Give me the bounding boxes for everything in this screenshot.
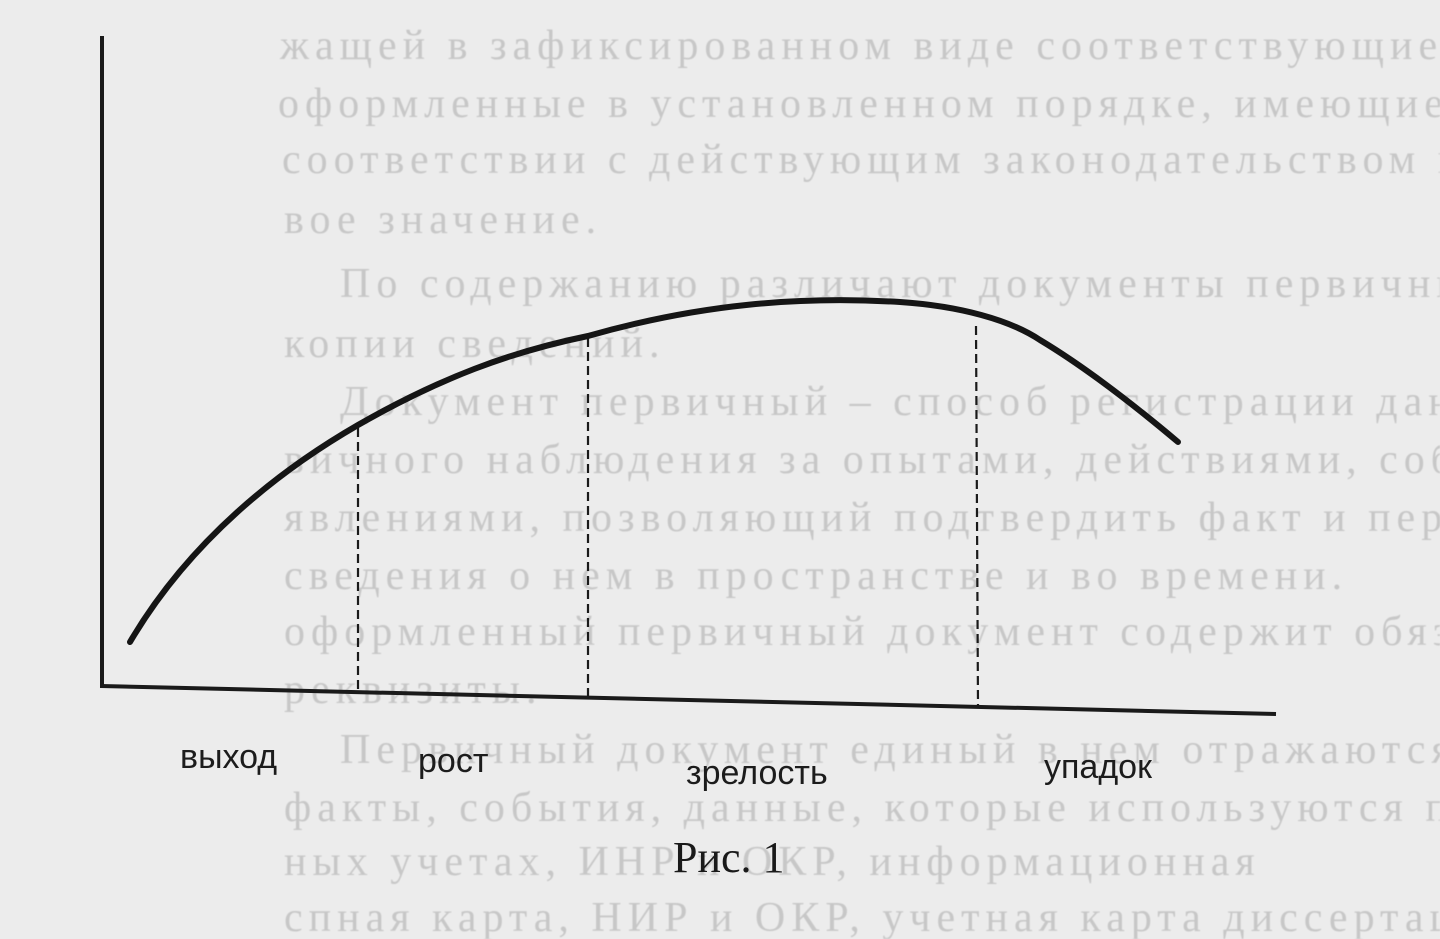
life-cycle-curve	[127, 297, 1181, 645]
stage-label-maturity: зрелость	[686, 754, 828, 792]
stage-label-decline: упадок	[1044, 748, 1153, 786]
stage-label-growth: рост	[418, 742, 488, 780]
figure-caption: Рис. 1	[673, 833, 785, 882]
divider-decline	[974, 325, 980, 708]
stage-label-intro: выход	[180, 738, 277, 776]
x-axis	[100, 684, 1277, 716]
